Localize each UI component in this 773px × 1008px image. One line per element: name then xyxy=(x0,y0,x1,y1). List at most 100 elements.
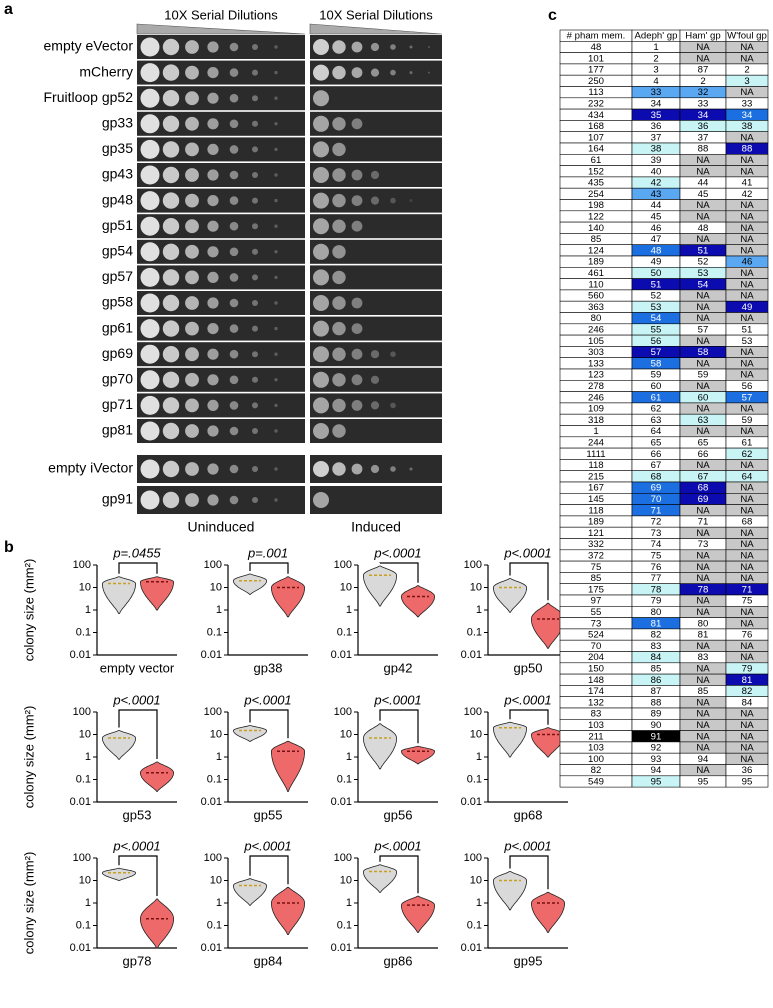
table-text: NA xyxy=(696,743,710,754)
spot xyxy=(207,220,219,232)
y-tick-label: 0.1 xyxy=(207,773,222,785)
table-text: 82 xyxy=(591,765,602,776)
table-text: 91 xyxy=(651,731,662,742)
table-text: NA xyxy=(696,313,710,324)
table-text: 59 xyxy=(742,415,753,426)
spot xyxy=(313,269,329,286)
y-tick-label: 0.1 xyxy=(337,626,352,638)
table-text: 60 xyxy=(651,381,662,392)
spot xyxy=(252,95,258,102)
table-text: NA xyxy=(740,505,754,516)
table-text: 37 xyxy=(698,132,709,143)
spot xyxy=(185,65,199,80)
table-text: NA xyxy=(740,528,754,539)
table-text: 150 xyxy=(588,663,604,674)
spot xyxy=(274,275,278,280)
spot xyxy=(162,243,180,260)
spot xyxy=(207,118,219,130)
table-text: NA xyxy=(740,539,754,550)
panel-label: a xyxy=(4,1,13,18)
table-text: 85 xyxy=(698,686,709,697)
spot xyxy=(229,375,239,385)
table-text: 44 xyxy=(698,178,709,189)
table-text: NA xyxy=(696,697,710,708)
table-text: NA xyxy=(696,211,710,222)
spot xyxy=(274,122,278,126)
plate-image xyxy=(310,214,442,239)
plate-image xyxy=(137,455,305,483)
spot xyxy=(140,37,160,57)
table-text: 434 xyxy=(588,110,605,121)
table-text: 66 xyxy=(698,449,709,460)
dilution-wedge xyxy=(136,23,306,35)
table-text: 70 xyxy=(651,494,662,505)
spot xyxy=(140,216,160,236)
spot xyxy=(274,45,278,49)
x-axis-label: gp50 xyxy=(514,660,543,675)
table-text: NA xyxy=(740,42,754,53)
table-text: NA xyxy=(696,731,710,742)
plate-image xyxy=(137,137,305,162)
table-text: 43 xyxy=(651,189,662,200)
spot xyxy=(185,244,199,259)
y-tick-label: 0.1 xyxy=(207,626,222,638)
spot xyxy=(185,424,199,438)
p-value: p<.0001 xyxy=(243,838,291,853)
table-text: 81 xyxy=(698,630,709,641)
table-text: 73 xyxy=(591,618,602,629)
table-text: 88 xyxy=(651,697,662,708)
table-text: NA xyxy=(740,494,754,505)
y-tick-label: 10 xyxy=(470,874,482,886)
spot xyxy=(252,376,258,383)
spot xyxy=(252,325,258,332)
table-text: 3 xyxy=(744,76,749,87)
table-text: NA xyxy=(696,641,710,652)
table-text: NA xyxy=(696,42,710,53)
p-value: p<.0001 xyxy=(503,838,551,853)
strain-label: gp71 xyxy=(102,396,133,412)
table-text: NA xyxy=(740,200,754,211)
spot xyxy=(351,374,363,386)
table-text: 132 xyxy=(588,697,604,708)
panel-label: b xyxy=(4,539,14,556)
x-axis-label: empty vector xyxy=(100,660,175,675)
p-value: p<.0001 xyxy=(243,692,291,707)
spot xyxy=(252,223,258,230)
violin xyxy=(531,602,565,649)
y-tick-label: 100 xyxy=(464,852,482,864)
y-tick-label: 10 xyxy=(340,874,352,886)
spot xyxy=(332,321,346,336)
plate-image xyxy=(137,111,305,136)
table-text: NA xyxy=(740,166,754,177)
significance-bracket xyxy=(118,562,158,574)
violin xyxy=(271,886,305,935)
table-text: 46 xyxy=(742,257,753,268)
spot xyxy=(162,115,180,132)
table-text: 250 xyxy=(588,76,604,87)
spot xyxy=(207,246,219,258)
spot xyxy=(313,167,329,183)
table-text: 81 xyxy=(651,618,662,629)
table-text: 65 xyxy=(698,437,709,448)
violin xyxy=(101,576,137,614)
table-text: 84 xyxy=(651,652,662,663)
spot xyxy=(313,346,329,363)
table-text: 58 xyxy=(651,358,662,369)
spot xyxy=(370,170,380,180)
y-tick-label: 0.1 xyxy=(76,626,91,638)
plate-image xyxy=(310,367,442,392)
table-text: 75 xyxy=(742,596,753,607)
spot xyxy=(351,297,363,309)
table-text: NA xyxy=(740,754,754,765)
table-text: 83 xyxy=(591,709,602,720)
spot xyxy=(162,320,180,337)
table-text: 44 xyxy=(651,200,662,211)
plate-image xyxy=(310,486,442,514)
y-tick-label: 0.01 xyxy=(70,649,91,661)
table-text: 101 xyxy=(588,53,604,64)
table-text: NA xyxy=(740,641,754,652)
table-text: NA xyxy=(696,426,710,437)
table-text: 92 xyxy=(651,743,662,754)
spot xyxy=(185,462,199,476)
table-text: 4 xyxy=(653,76,659,87)
